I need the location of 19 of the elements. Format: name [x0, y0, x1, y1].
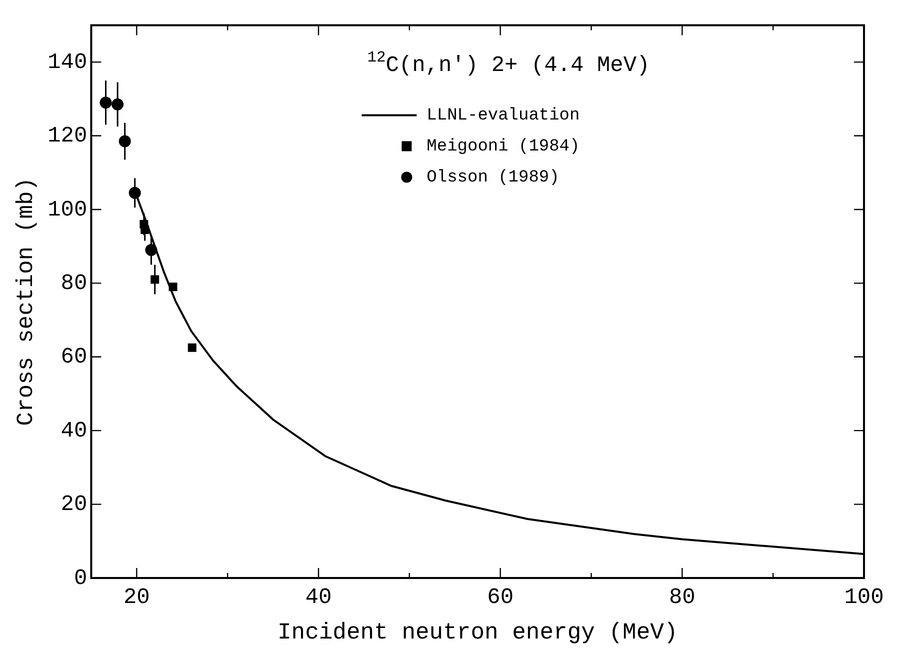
- y-tick-label: 140: [48, 50, 88, 75]
- y-tick-label: 60: [60, 344, 88, 370]
- legend-label: LLNL-evaluation: [426, 106, 580, 126]
- legend-label: Meigooni (1984): [426, 138, 580, 157]
- y-tick-label: 100: [48, 197, 88, 222]
- y-tick-label: 20: [60, 492, 88, 518]
- y-tick-label: 40: [60, 418, 88, 444]
- x-tick-label: 100: [844, 585, 884, 610]
- x-tick-label: 20: [123, 585, 150, 610]
- point: [188, 343, 196, 352]
- y-tick-label: 80: [60, 271, 88, 296]
- x-tick-label: 60: [487, 585, 514, 610]
- y-axis-title: Cross section (mb): [12, 177, 39, 426]
- y-tick-label: 0: [74, 566, 88, 591]
- legend-label: Olsson (1989): [426, 168, 560, 188]
- x-tick-label: 40: [305, 585, 332, 610]
- x-axis-title: Incident neutron energy (MeV): [277, 619, 678, 646]
- x-tick-label: 80: [668, 585, 696, 610]
- y-tick-label: 120: [48, 124, 88, 149]
